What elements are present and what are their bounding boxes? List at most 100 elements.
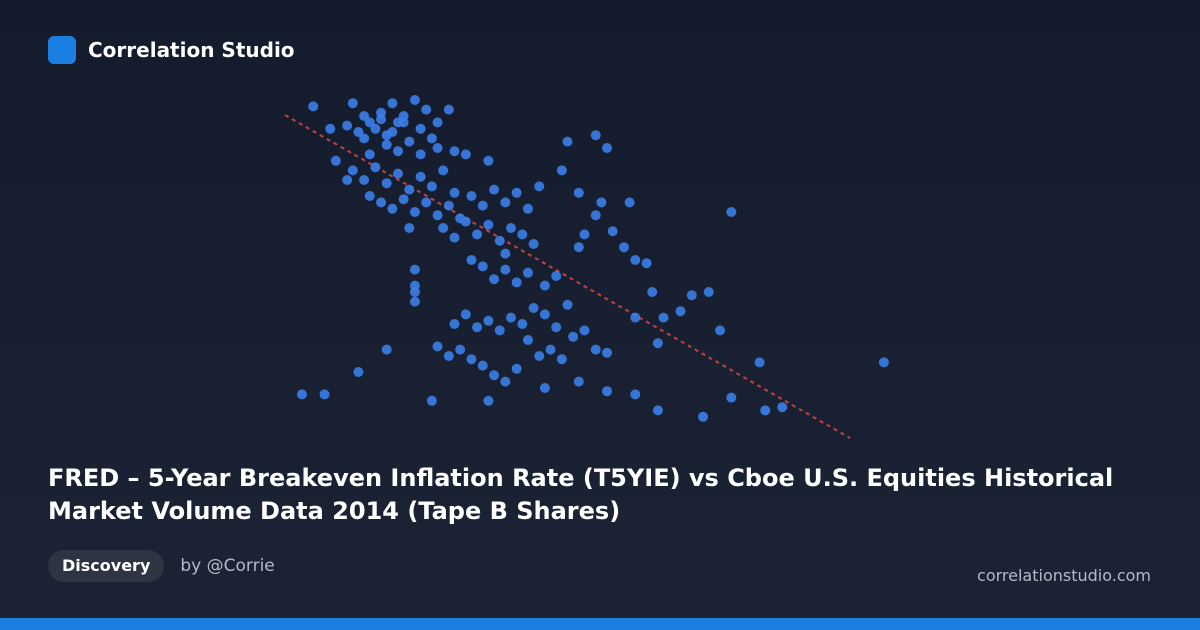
data-point bbox=[703, 287, 714, 297]
data-point bbox=[500, 376, 511, 387]
data-point bbox=[421, 197, 432, 208]
data-point bbox=[466, 255, 477, 265]
data-point bbox=[472, 229, 483, 240]
data-point bbox=[573, 242, 584, 253]
data-point bbox=[409, 296, 420, 307]
data-point bbox=[353, 127, 364, 137]
data-point bbox=[426, 395, 437, 406]
data-point bbox=[539, 309, 550, 320]
data-point bbox=[432, 117, 443, 128]
data-point bbox=[477, 261, 488, 272]
data-point bbox=[472, 322, 483, 333]
data-point bbox=[409, 287, 420, 297]
data-point bbox=[517, 229, 528, 240]
data-point bbox=[353, 367, 364, 377]
data-point bbox=[381, 344, 392, 355]
data-point bbox=[489, 184, 500, 195]
data-point bbox=[415, 123, 426, 134]
data-point bbox=[777, 402, 788, 413]
accent-bar bbox=[0, 618, 1200, 630]
data-point bbox=[551, 271, 562, 281]
author-label: by @Corrie bbox=[180, 555, 275, 576]
data-point bbox=[506, 223, 516, 233]
data-point bbox=[443, 104, 454, 115]
data-point bbox=[387, 127, 398, 137]
data-point bbox=[675, 306, 686, 317]
data-point bbox=[528, 239, 539, 249]
data-point bbox=[443, 351, 454, 361]
data-point bbox=[432, 210, 443, 221]
data-point bbox=[658, 312, 669, 323]
data-point bbox=[359, 111, 370, 121]
data-point bbox=[579, 229, 590, 240]
data-point bbox=[596, 197, 607, 208]
data-point bbox=[652, 405, 663, 416]
data-point bbox=[376, 197, 387, 208]
data-point bbox=[590, 210, 601, 221]
data-point bbox=[562, 136, 573, 147]
data-point bbox=[573, 187, 584, 198]
data-point bbox=[404, 136, 415, 147]
data-point bbox=[545, 344, 556, 355]
data-point bbox=[522, 267, 533, 278]
data-point bbox=[698, 411, 709, 422]
data-point bbox=[387, 98, 398, 109]
data-point bbox=[494, 235, 505, 246]
data-point bbox=[534, 351, 545, 361]
data-point bbox=[466, 191, 477, 201]
data-point bbox=[602, 143, 613, 153]
data-point bbox=[449, 146, 460, 157]
data-point bbox=[641, 258, 652, 269]
data-point bbox=[296, 389, 307, 400]
data-point bbox=[398, 194, 409, 205]
data-point bbox=[381, 178, 392, 189]
data-point bbox=[330, 155, 341, 166]
data-point bbox=[511, 277, 522, 288]
category-tag[interactable]: Discovery bbox=[48, 549, 165, 582]
data-point bbox=[630, 255, 641, 265]
data-point bbox=[528, 303, 539, 313]
data-point bbox=[466, 354, 477, 365]
data-point bbox=[415, 171, 426, 182]
data-point bbox=[556, 354, 567, 365]
data-point bbox=[342, 120, 353, 131]
data-point bbox=[511, 187, 522, 198]
data-point bbox=[624, 197, 635, 208]
data-point bbox=[387, 203, 398, 214]
data-point bbox=[432, 341, 443, 352]
data-point bbox=[500, 197, 511, 208]
data-point bbox=[443, 200, 454, 211]
data-point bbox=[726, 207, 737, 217]
data-point bbox=[506, 312, 516, 323]
data-point bbox=[364, 191, 375, 201]
data-point bbox=[686, 290, 697, 301]
data-point bbox=[556, 165, 567, 176]
data-point bbox=[308, 101, 319, 112]
data-point bbox=[511, 363, 522, 374]
data-point bbox=[494, 325, 505, 336]
brand-name: Correlation Studio bbox=[88, 38, 295, 62]
data-point bbox=[460, 149, 471, 160]
data-point bbox=[630, 312, 641, 323]
data-point bbox=[590, 130, 601, 141]
data-point bbox=[393, 146, 403, 157]
data-point bbox=[325, 123, 336, 134]
data-point bbox=[449, 232, 460, 243]
data-point bbox=[539, 280, 550, 291]
data-point bbox=[449, 319, 460, 329]
data-point bbox=[455, 344, 466, 355]
data-point bbox=[409, 207, 420, 217]
data-point bbox=[619, 242, 629, 253]
data-point bbox=[370, 162, 381, 173]
data-point bbox=[602, 386, 613, 397]
data-point bbox=[522, 203, 533, 214]
data-point bbox=[534, 181, 545, 192]
data-point bbox=[500, 248, 511, 259]
data-point bbox=[438, 165, 449, 176]
data-point bbox=[393, 117, 403, 128]
data-point bbox=[878, 357, 889, 368]
data-point bbox=[477, 360, 488, 371]
data-point bbox=[347, 165, 358, 176]
page-title: FRED – 5-Year Breakeven Inflation Rate (… bbox=[48, 464, 1114, 525]
data-point bbox=[381, 139, 392, 150]
